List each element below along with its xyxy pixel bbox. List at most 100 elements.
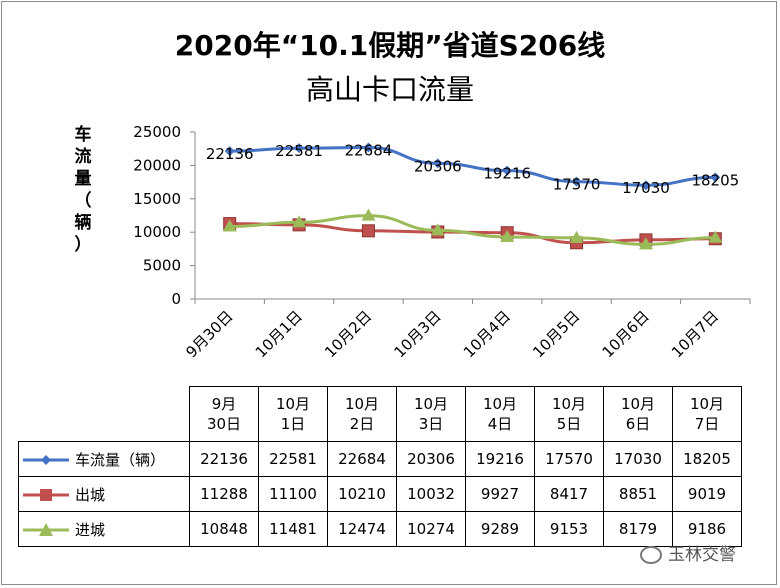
header-line: 6日 <box>625 415 651 433</box>
data-label: 22136 <box>206 145 254 163</box>
watermark-text: 玉林交警 <box>668 545 736 565</box>
x-category-label: 10月4日 <box>460 307 514 361</box>
watermark: 玉林交警 <box>640 540 736 565</box>
table-cell: 17570 <box>534 441 604 477</box>
data-label: 20306 <box>414 157 462 175</box>
x-category-label: 10月2日 <box>321 307 375 361</box>
y-tick-label: 0 <box>171 290 181 308</box>
table-header-cell: 10月 6日 <box>603 386 673 442</box>
series-line-0 <box>229 145 716 187</box>
table-cell: 19216 <box>465 441 535 477</box>
series-2-point <box>292 215 307 228</box>
header-line: 1日 <box>280 415 306 433</box>
header-line: 10月 <box>482 395 518 413</box>
table-header-cell: 10月 4日 <box>465 386 535 442</box>
data-table: 9月 30日 10月 1日 10月 2日 10月 3日 10月 4日 10月 5日 10月 6… <box>18 386 742 547</box>
data-label: 22684 <box>345 141 393 159</box>
legend-cell: 出城 <box>18 476 190 512</box>
header-line: 9月 <box>211 395 237 413</box>
series-2-point <box>500 229 515 242</box>
legend-marker <box>41 455 51 465</box>
legend-label: 出城 <box>75 485 106 504</box>
header-line: 10月 <box>344 395 380 413</box>
table-cell: 11481 <box>258 511 328 547</box>
legend-key-0 <box>23 455 69 465</box>
y-axis-label-char: 车 <box>74 125 92 145</box>
header-line: 5日 <box>556 415 582 433</box>
y-tick-label: 5000 <box>143 257 181 275</box>
y-tick-label: 20000 <box>133 156 181 174</box>
series-2-point <box>569 230 584 243</box>
table-cell: 10210 <box>327 476 397 512</box>
header-line: 30日 <box>206 415 242 433</box>
x-category-label: 10月3日 <box>390 307 444 361</box>
chart-title-line2: 高山卡口流量 <box>305 73 474 106</box>
table-row: 出城 11288 11100 10210 10032 9927 8417 8851 9019 <box>18 476 742 512</box>
table-corner <box>18 386 190 442</box>
y-axis-label-char: 辆 <box>74 213 92 233</box>
table-cell: 9927 <box>465 476 535 512</box>
header-line: 4日 <box>487 415 513 433</box>
y-axis-label-char: 流 <box>74 147 92 167</box>
series-0-point <box>432 158 443 169</box>
legend-label: 车流量（辆） <box>75 450 166 469</box>
table-header-cell: 10月 1日 <box>258 386 328 442</box>
table-cell: 8179 <box>603 511 673 547</box>
legend-label: 进城 <box>75 520 106 539</box>
legend-key-1 <box>23 489 69 501</box>
legend-cell: 进城 <box>18 511 190 547</box>
table-header-row: 9月 30日 10月 1日 10月 2日 10月 3日 10月 4日 10月 5日 10月 6… <box>18 386 742 442</box>
table-header-cell: 10月 3日 <box>396 386 466 442</box>
y-tick-label: 25000 <box>133 123 181 141</box>
y-axis-label: 车 流 量 （ 辆 ） <box>68 124 98 256</box>
table-header-cell: 10月 7日 <box>672 386 742 442</box>
legend-key-2 <box>23 523 69 536</box>
header-line: 10月 <box>620 395 656 413</box>
data-label: 18205 <box>691 171 739 189</box>
y-tick-label: 15000 <box>133 190 181 208</box>
series-0-point <box>710 172 721 183</box>
x-category-label: 10月6日 <box>599 307 653 361</box>
table-row: 车流量（辆） 22136 22581 22684 20306 19216 17570 1703… <box>18 441 742 477</box>
table-cell: 9153 <box>534 511 604 547</box>
series-0-point <box>571 176 582 187</box>
series-1-point <box>361 224 375 238</box>
series-0-point <box>640 180 651 191</box>
table-cell: 22581 <box>258 441 328 477</box>
table-cell: 8851 <box>603 476 673 512</box>
legend-marker <box>40 489 52 501</box>
series-2-point <box>222 219 237 232</box>
data-label: 17030 <box>622 179 670 197</box>
series-0-point <box>294 143 305 154</box>
series-2-point <box>638 237 653 250</box>
table-cell: 17030 <box>603 441 673 477</box>
y-axis-label-char: ） <box>74 235 92 255</box>
x-category-label: 10月7日 <box>668 307 722 361</box>
y-axis-label-char: （ <box>74 191 92 211</box>
table-cell: 8417 <box>534 476 604 512</box>
header-line: 7日 <box>694 415 720 433</box>
table-cell: 18205 <box>672 441 742 477</box>
x-category-label: 10月1日 <box>252 307 306 361</box>
chat-bubble-icon <box>640 546 662 564</box>
x-category-label: 10月5日 <box>529 307 583 361</box>
table-cell: 20306 <box>396 441 466 477</box>
table-cell: 12474 <box>327 511 397 547</box>
series-2-point <box>361 208 376 221</box>
table-cell: 10032 <box>396 476 466 512</box>
legend-marker <box>39 523 53 536</box>
y-axis-label-char: 量 <box>74 169 92 189</box>
x-category-label: 9月30日 <box>182 307 236 361</box>
data-label: 19216 <box>483 165 531 183</box>
table-cell: 22136 <box>189 441 259 477</box>
header-line: 3日 <box>418 415 444 433</box>
table-cell: 9289 <box>465 511 535 547</box>
table-row: 进城 10848 11481 12474 10274 9289 9153 8179 9186 <box>18 511 742 547</box>
chart-title-line1: 2020年“10.1假期”省道S206线 <box>174 29 606 62</box>
table-cell: 11288 <box>189 476 259 512</box>
series-0-point <box>224 146 235 157</box>
table-cell: 9186 <box>672 511 742 547</box>
header-line: 10月 <box>413 395 449 413</box>
legend-cell: 车流量（辆） <box>18 441 190 477</box>
